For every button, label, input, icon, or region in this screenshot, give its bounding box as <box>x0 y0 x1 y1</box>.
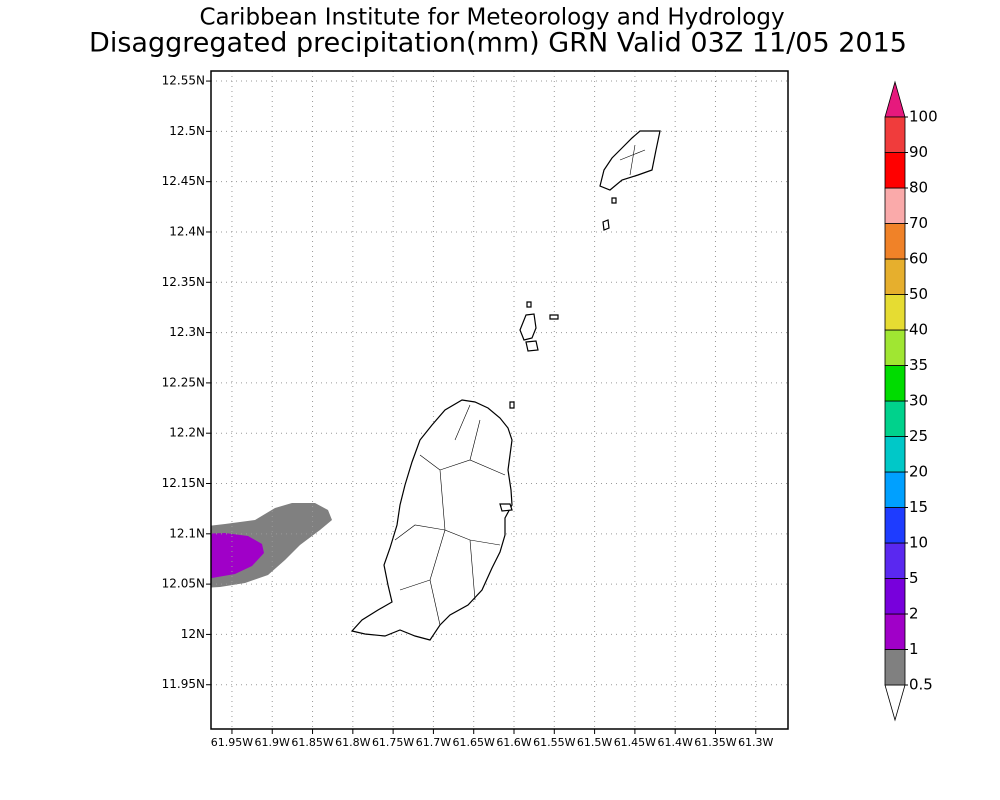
colorbar-segment <box>884 258 906 295</box>
colorbar-segment <box>884 187 906 224</box>
colorbar-segment <box>884 400 906 437</box>
lon-tick-label: 61.4W <box>657 736 692 749</box>
colorbar-under <box>884 684 906 722</box>
lat-tick-label: 12.25N <box>162 375 205 389</box>
colorbar-label: 2 <box>909 605 919 623</box>
map-area <box>210 70 789 730</box>
small-island <box>509 401 515 409</box>
lon-tick-label: 61.8W <box>335 736 370 749</box>
colorbar-label: 0.5 <box>909 676 933 694</box>
colorbar-label: 30 <box>909 392 928 410</box>
small-island <box>611 197 617 204</box>
carriacou-island <box>599 130 661 191</box>
colorbar-label: 100 <box>909 108 938 126</box>
lon-tick-label: 61.7W <box>416 736 451 749</box>
lat-tick-label: 12.1N <box>169 526 205 540</box>
lon-tick-label: 61.3W <box>738 736 773 749</box>
lat-tick-label: 12.35N <box>162 275 205 289</box>
lon-tick-label: 61.6W <box>496 736 531 749</box>
carriacou-lines <box>619 144 646 176</box>
lon-tick-label: 61.85W <box>291 736 333 749</box>
lat-tick-label: 12N <box>181 627 205 641</box>
lon-tick-label: 61.45W <box>614 736 656 749</box>
colorbar-label: 5 <box>909 569 919 587</box>
map-frame <box>210 70 789 730</box>
lat-tick-label: 12.45N <box>162 174 205 188</box>
lat-tick-label: 12.4N <box>169 224 205 238</box>
colorbar-segment <box>884 116 906 153</box>
lon-tick-label: 61.9W <box>255 736 290 749</box>
lon-tick-label: 61.75W <box>372 736 414 749</box>
lon-tick-label: 61.95W <box>211 736 253 749</box>
colorbar-label: 35 <box>909 356 928 374</box>
colorbar-segment <box>884 613 906 650</box>
colorbar-segment <box>884 152 906 189</box>
lat-tick-label: 12.2N <box>169 426 205 440</box>
colorbar-segment <box>884 649 906 686</box>
lat-tick-label: 12.05N <box>162 577 205 591</box>
parish-lines <box>394 404 506 626</box>
colorbar-label: 60 <box>909 250 928 268</box>
colorbar-segment <box>884 365 906 402</box>
small-island <box>526 301 532 308</box>
subtitle: Disaggregated precipitation(mm) GRN Vali… <box>89 28 907 59</box>
colorbar-label: 80 <box>909 179 928 197</box>
lat-tick-label: 11.95N <box>162 677 205 691</box>
colorbar-label: 40 <box>909 321 928 339</box>
colorbar-label: 90 <box>909 143 928 161</box>
colorbar-label: 15 <box>909 498 928 516</box>
title: Caribbean Institute for Meteorology and … <box>199 5 784 31</box>
lon-tick-label: 61.5W <box>577 736 612 749</box>
colorbar-segment <box>884 436 906 473</box>
small-island <box>499 503 513 512</box>
colorbar-label: 50 <box>909 285 928 303</box>
lon-tick-label: 61.65W <box>453 736 495 749</box>
colorbar-segment <box>884 223 906 260</box>
colorbar-label: 70 <box>909 214 928 232</box>
lon-tick-label: 61.35W <box>694 736 736 749</box>
colorbar-segment <box>884 329 906 366</box>
colorbar-label: 10 <box>909 534 928 552</box>
colorbar-over <box>884 80 906 118</box>
colorbar-segment <box>884 471 906 508</box>
colorbar-segment <box>884 542 906 579</box>
grenada-island <box>350 399 513 641</box>
colorbar-segment <box>884 507 906 544</box>
small-island <box>602 219 610 231</box>
colorbar-segment <box>884 294 906 331</box>
colorbar-segment <box>884 578 906 615</box>
small-island <box>519 313 537 341</box>
colorbar-label: 25 <box>909 427 928 445</box>
lat-tick-label: 12.5N <box>169 124 205 138</box>
colorbar-label: 20 <box>909 463 928 481</box>
precipitation <box>211 503 332 588</box>
lat-tick-label: 12.15N <box>162 476 205 490</box>
lat-tick-label: 12.55N <box>162 74 205 88</box>
precip-area-purple <box>211 533 264 578</box>
lon-tick-label: 61.55W <box>533 736 575 749</box>
small-island <box>525 340 539 352</box>
lat-tick-label: 12.3N <box>169 325 205 339</box>
small-island <box>549 314 559 320</box>
colorbar-label: 1 <box>909 640 919 658</box>
